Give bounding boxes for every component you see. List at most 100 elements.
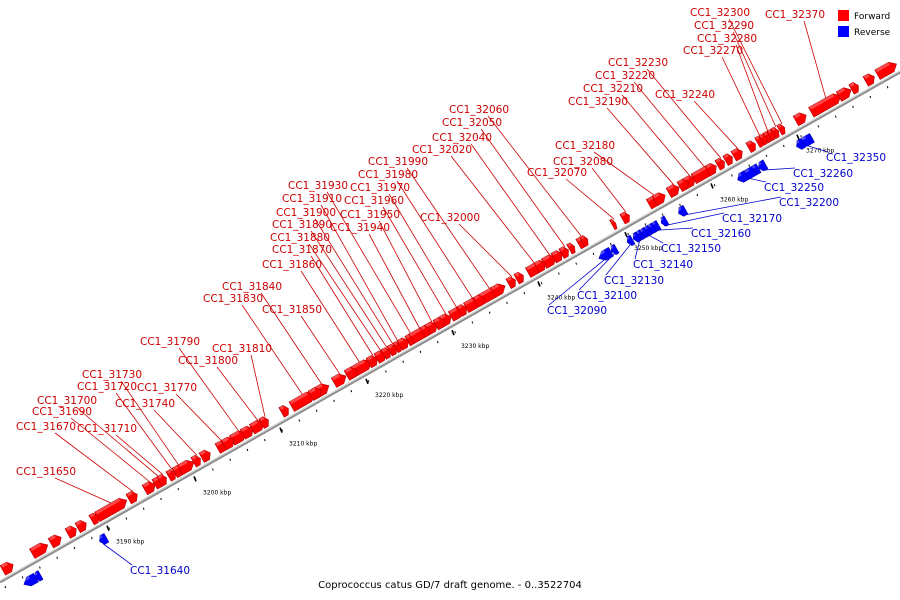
gene-label-forward[interactable]: CC1_31970: [350, 182, 410, 194]
reverse-gene[interactable]: [676, 204, 689, 218]
forward-gene[interactable]: [776, 123, 788, 136]
gene-label-forward[interactable]: CC1_32020: [412, 144, 472, 156]
forward-gene-glyph[interactable]: [0, 560, 16, 576]
forward-gene-glyph[interactable]: [88, 511, 101, 526]
gene-label-forward[interactable]: CC1_32290: [694, 20, 754, 32]
forward-gene[interactable]: [665, 182, 682, 199]
reverse-gene[interactable]: [659, 215, 670, 228]
reverse-gene-glyph[interactable]: [21, 572, 39, 589]
forward-gene[interactable]: [619, 211, 632, 225]
gene-label-reverse[interactable]: CC1_32200: [779, 197, 839, 209]
forward-gene[interactable]: [156, 473, 169, 487]
reverse-gene-glyph[interactable]: [647, 222, 658, 235]
forward-gene[interactable]: [94, 495, 129, 523]
forward-gene-glyph[interactable]: [566, 242, 578, 255]
forward-gene-glyph[interactable]: [278, 404, 291, 418]
gene-label-forward[interactable]: CC1_31740: [115, 398, 175, 410]
gene-label-forward[interactable]: CC1_31710: [77, 423, 137, 435]
forward-gene[interactable]: [165, 468, 178, 482]
gene-label-forward[interactable]: CC1_32270: [683, 45, 743, 57]
forward-gene-glyph[interactable]: [848, 81, 861, 95]
gene-label-forward[interactable]: CC1_32300: [690, 7, 750, 19]
gene-label-forward[interactable]: CC1_31830: [203, 293, 263, 305]
reverse-gene[interactable]: [625, 234, 636, 247]
gene-label-forward[interactable]: CC1_32060: [449, 104, 509, 116]
gene-label-forward[interactable]: CC1_31960: [344, 195, 404, 207]
reverse-gene[interactable]: [596, 247, 614, 263]
gene-label-reverse[interactable]: CC1_32170: [722, 213, 782, 225]
gene-label-forward[interactable]: CC1_31800: [178, 355, 238, 367]
gene-label-reverse[interactable]: CC1_31640: [130, 565, 190, 577]
reverse-gene-glyph[interactable]: [631, 231, 642, 244]
forward-gene-glyph[interactable]: [533, 258, 548, 274]
reverse-gene-glyph[interactable]: [735, 170, 750, 185]
gene-label-forward[interactable]: CC1_32070: [527, 167, 587, 179]
forward-gene-glyph[interactable]: [343, 365, 360, 381]
gene-label-forward[interactable]: CC1_31910: [282, 193, 342, 205]
forward-gene[interactable]: [190, 454, 203, 468]
gene-label-forward[interactable]: CC1_31650: [16, 466, 76, 478]
gene-label-forward[interactable]: CC1_31900: [276, 207, 336, 219]
forward-gene-glyph[interactable]: [745, 139, 758, 153]
forward-gene[interactable]: [380, 346, 393, 360]
forward-gene-glyph[interactable]: [704, 161, 719, 177]
forward-gene-glyph[interactable]: [64, 524, 79, 539]
reverse-gene[interactable]: [97, 532, 110, 546]
forward-gene-glyph[interactable]: [396, 336, 411, 351]
gene-label-forward[interactable]: CC1_31770: [137, 382, 197, 394]
forward-gene[interactable]: [373, 349, 388, 364]
gene-label-reverse[interactable]: CC1_32350: [826, 152, 886, 164]
forward-gene-glyph[interactable]: [766, 128, 778, 142]
forward-gene-glyph[interactable]: [651, 190, 668, 207]
forward-gene[interactable]: [505, 275, 518, 289]
forward-gene-glyph[interactable]: [176, 457, 196, 476]
gene-label-forward[interactable]: CC1_32000: [420, 212, 480, 224]
reverse-gene-glyph[interactable]: [33, 570, 44, 583]
gene-label-reverse[interactable]: CC1_32260: [793, 168, 853, 180]
gene-label-forward[interactable]: CC1_32280: [697, 33, 757, 45]
forward-gene-glyph[interactable]: [472, 293, 487, 308]
gene-label-forward[interactable]: CC1_32180: [555, 140, 615, 152]
gene-label-forward[interactable]: CC1_31850: [262, 304, 322, 316]
forward-gene-glyph[interactable]: [456, 303, 469, 317]
forward-gene[interactable]: [125, 489, 140, 505]
forward-gene-glyph[interactable]: [862, 72, 877, 87]
forward-gene-glyph[interactable]: [419, 324, 432, 338]
gene-label-forward[interactable]: CC1_31940: [330, 222, 390, 234]
reverse-gene[interactable]: [609, 243, 620, 256]
forward-gene[interactable]: [330, 371, 349, 388]
forward-gene-glyph[interactable]: [550, 249, 565, 264]
gene-label-reverse[interactable]: CC1_32250: [764, 182, 824, 194]
forward-gene[interactable]: [808, 91, 843, 118]
forward-gene-glyph[interactable]: [432, 315, 447, 331]
gene-label-forward[interactable]: CC1_31990: [368, 156, 428, 168]
forward-gene[interactable]: [609, 218, 619, 231]
forward-gene[interactable]: [141, 479, 158, 496]
gene-label-reverse[interactable]: CC1_32100: [577, 290, 637, 302]
gene-label-forward[interactable]: CC1_32240: [655, 89, 715, 101]
forward-gene-glyph[interactable]: [722, 152, 735, 166]
forward-gene[interactable]: [714, 157, 727, 171]
gene-label-forward[interactable]: CC1_31720: [77, 381, 137, 393]
gene-label-reverse[interactable]: CC1_32150: [661, 243, 721, 255]
forward-gene-glyph[interactable]: [792, 110, 809, 127]
forward-gene[interactable]: [386, 343, 399, 357]
reverse-gene[interactable]: [756, 159, 769, 173]
forward-gene-glyph[interactable]: [47, 533, 64, 549]
forward-gene-glyph[interactable]: [239, 424, 256, 440]
forward-gene[interactable]: [258, 415, 271, 429]
gene-label-forward[interactable]: CC1_32190: [568, 96, 628, 108]
gene-label-forward[interactable]: CC1_31980: [358, 169, 418, 181]
gene-label-forward[interactable]: CC1_31870: [272, 244, 332, 256]
forward-gene-glyph[interactable]: [758, 133, 770, 146]
gene-label-forward[interactable]: CC1_32050: [442, 117, 502, 129]
gene-label-forward[interactable]: CC1_31700: [37, 395, 97, 407]
forward-gene-glyph[interactable]: [676, 177, 691, 192]
forward-gene-glyph[interactable]: [489, 281, 508, 298]
gene-label-forward[interactable]: CC1_32210: [583, 83, 643, 95]
gene-label-forward[interactable]: CC1_31730: [82, 369, 142, 381]
gene-label-forward[interactable]: CC1_31930: [288, 180, 348, 192]
gene-label-forward[interactable]: CC1_31690: [32, 406, 92, 418]
forward-gene-glyph[interactable]: [307, 385, 324, 402]
gene-label-reverse[interactable]: CC1_32130: [604, 275, 664, 287]
